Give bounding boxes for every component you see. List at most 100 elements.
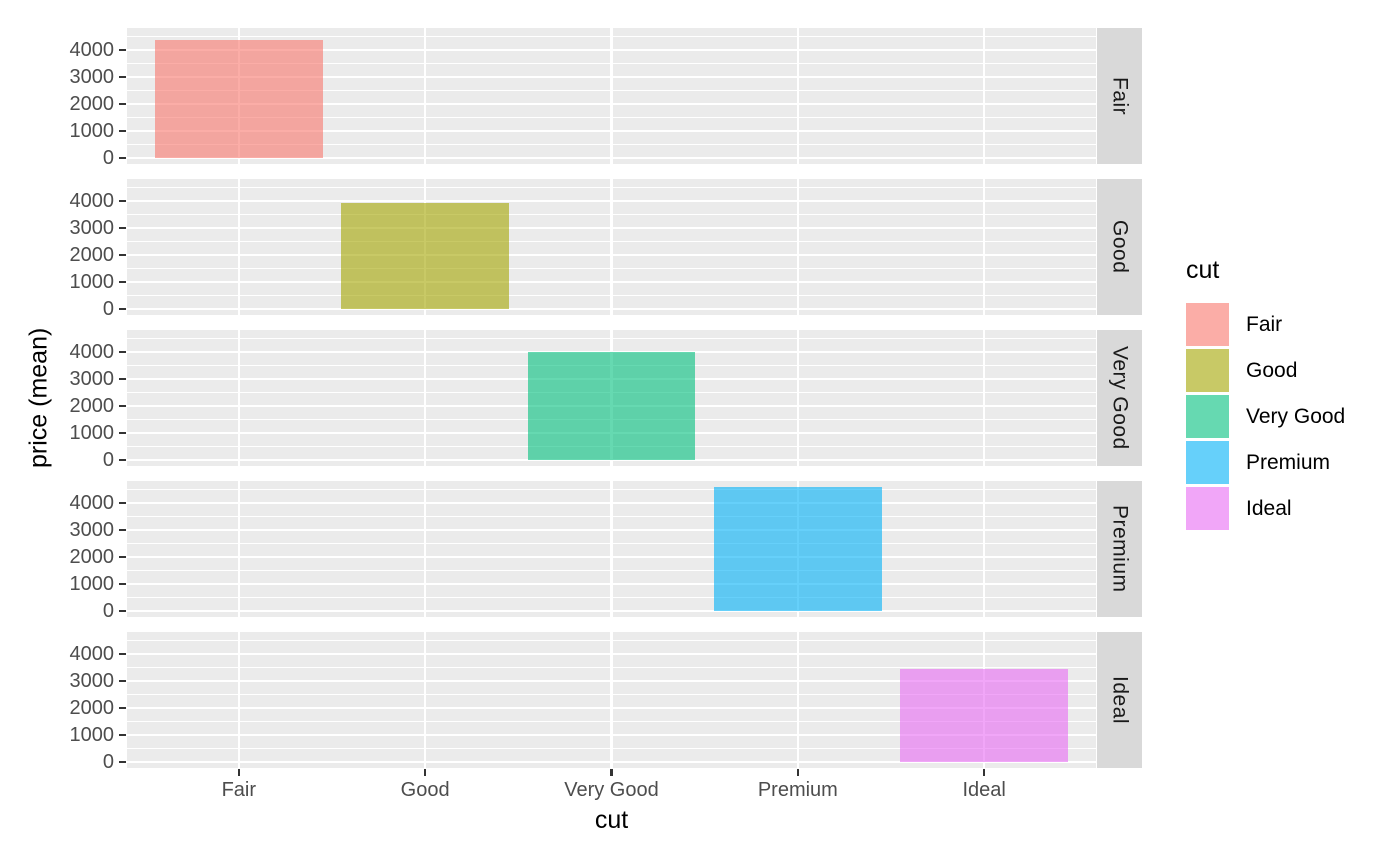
bar-fair <box>154 40 323 158</box>
y-tick-label: 0 <box>102 599 114 622</box>
legend-item-very-good: Very Good <box>1186 395 1345 438</box>
gridline-major-vertical <box>237 632 241 768</box>
x-tick-mark <box>982 769 986 776</box>
facet-panel-fair <box>127 28 1096 164</box>
facet-strip-ideal: Ideal <box>1097 632 1142 768</box>
legend-item-label: Good <box>1246 358 1298 382</box>
facet-panel-good <box>127 179 1096 315</box>
y-tick-label: 3000 <box>69 367 115 390</box>
gridline-major-vertical <box>982 330 986 466</box>
y-tick-mark <box>119 129 126 133</box>
y-tick-label: 2000 <box>69 243 115 266</box>
legend-items: Fair Good Very Good Premium Ideal <box>1186 303 1345 530</box>
y-tick-label: 0 <box>102 750 114 773</box>
gridline-major-vertical <box>237 330 241 466</box>
y-tick-label: 3000 <box>69 65 115 88</box>
y-tick-label: 1000 <box>69 119 115 142</box>
y-tick-mark <box>119 75 126 79</box>
legend-key-swatch <box>1186 487 1229 530</box>
gridline-major-vertical <box>796 28 800 164</box>
facet-strip-premium: Premium <box>1097 481 1142 617</box>
y-tick-mark <box>119 350 126 354</box>
y-tick-mark <box>119 102 126 106</box>
legend-key-swatch <box>1186 395 1229 438</box>
gridline-major-vertical <box>796 632 800 768</box>
y-tick-mark <box>119 733 126 737</box>
y-tick-mark <box>119 253 126 257</box>
y-tick-label: 1000 <box>69 421 115 444</box>
y-tick-mark <box>119 377 126 381</box>
facet-strip-label: Very Good <box>1108 346 1132 450</box>
legend-item-label: Fair <box>1246 312 1283 336</box>
legend-title: cut <box>1186 256 1220 284</box>
y-tick-label: 2000 <box>69 696 115 719</box>
legend-item-label: Very Good <box>1246 404 1346 428</box>
x-tick-mark <box>237 769 241 776</box>
x-tick-label: Premium <box>757 779 838 801</box>
y-tick-label: 4000 <box>69 38 115 61</box>
gridline-major-vertical <box>610 179 613 315</box>
legend-item-fair: Fair <box>1186 303 1345 346</box>
facet-strip-label: Premium <box>1108 505 1132 593</box>
y-tick-label: 4000 <box>69 642 115 665</box>
legend-key-swatch <box>1186 303 1229 346</box>
y-tick-mark <box>119 307 126 311</box>
y-tick-mark <box>119 458 126 462</box>
y-tick-mark <box>119 501 126 505</box>
facet-strip-fair: Fair <box>1097 28 1142 164</box>
x-tick-label: Very Good <box>564 779 659 801</box>
facet-strip-label: Good <box>1108 220 1132 274</box>
facet-panel-premium <box>127 481 1096 617</box>
y-tick-label: 1000 <box>69 572 115 595</box>
gridline-major-vertical <box>610 28 613 164</box>
gridline-major-vertical <box>237 179 241 315</box>
y-axis-title: price (mean) <box>24 327 53 469</box>
y-tick-mark <box>119 528 126 532</box>
y-tick-label: 3000 <box>69 216 115 239</box>
y-tick-label: 3000 <box>69 518 115 541</box>
y-tick-label: 2000 <box>69 394 115 417</box>
facet-strip-good: Good <box>1097 179 1142 315</box>
bar-good <box>341 202 509 309</box>
y-tick-label: 0 <box>102 146 114 169</box>
gridline-major-vertical <box>423 28 427 164</box>
x-tick-label: Fair <box>221 779 257 801</box>
y-tick-mark <box>119 760 126 764</box>
gridline-major-vertical <box>796 179 800 315</box>
x-axis-title: cut <box>594 806 629 834</box>
y-tick-mark <box>119 156 126 160</box>
y-tick-mark <box>119 582 126 586</box>
gridline-major-vertical <box>237 481 241 617</box>
y-tick-label: 4000 <box>69 189 115 212</box>
facet-strip-very-good: Very Good <box>1097 330 1142 466</box>
gridline-major-vertical <box>796 330 800 466</box>
y-tick-mark <box>119 226 126 230</box>
legend-key-swatch <box>1186 349 1229 392</box>
y-tick-label: 2000 <box>69 92 115 115</box>
gridline-major-vertical <box>982 28 986 164</box>
y-tick-mark <box>119 199 126 203</box>
bar-premium <box>713 487 882 611</box>
y-tick-label: 4000 <box>69 491 115 514</box>
x-tick-label: Good <box>400 779 450 801</box>
y-tick-label: 4000 <box>69 340 115 363</box>
gridline-major-vertical <box>982 481 986 617</box>
x-tick-mark <box>796 769 800 776</box>
y-tick-mark <box>119 431 126 435</box>
y-tick-label: 0 <box>102 297 114 320</box>
gridline-major-vertical <box>423 632 427 768</box>
legend-key-swatch <box>1186 441 1229 484</box>
y-tick-mark <box>119 706 126 710</box>
legend-item-good: Good <box>1186 349 1345 392</box>
y-tick-mark <box>119 280 126 284</box>
gridline-major-vertical <box>423 481 427 617</box>
gridline-major-vertical <box>423 330 427 466</box>
legend-item-ideal: Ideal <box>1186 487 1345 530</box>
y-tick-mark <box>119 609 126 613</box>
bar-very-good <box>527 352 696 460</box>
facet-panel-ideal <box>127 632 1096 768</box>
gridline-major-vertical <box>610 632 613 768</box>
facet-strip-label: Ideal <box>1108 675 1132 725</box>
y-tick-mark <box>119 404 126 408</box>
